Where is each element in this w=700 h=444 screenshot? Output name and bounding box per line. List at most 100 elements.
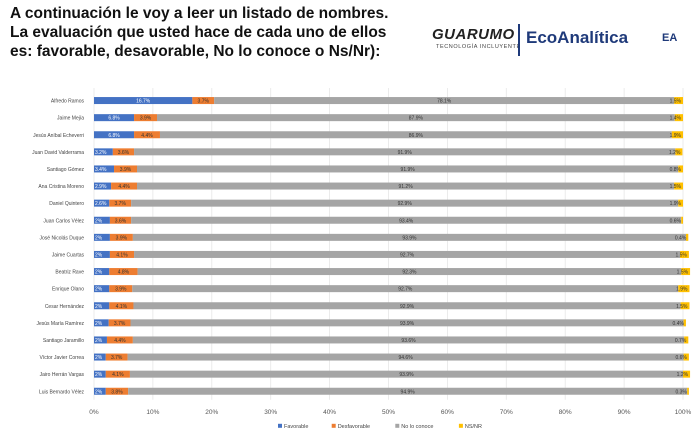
bar-segment	[94, 268, 110, 276]
bar-segment	[681, 216, 683, 224]
legend-label: No lo conoce	[401, 424, 433, 430]
bar-segment	[94, 233, 110, 241]
category-label: Ana Cristina Moreno	[38, 184, 84, 190]
bar-segment	[157, 114, 675, 122]
ecoanalitica-logo: EcoAnalítica	[526, 28, 629, 47]
data-label: 2%	[95, 372, 103, 378]
bar-segment	[683, 370, 691, 378]
data-label: 93.6%	[401, 338, 416, 344]
guarumo-logo: GUARUMO	[432, 26, 515, 43]
bar-segment	[94, 285, 110, 293]
data-label: 92.3%	[402, 270, 417, 276]
data-label: 3.7%	[198, 99, 210, 105]
bar-segment	[105, 353, 128, 361]
data-label: 3.9%	[140, 116, 152, 122]
bar-segment	[136, 165, 679, 173]
legend-swatch	[458, 423, 463, 428]
bar-segment	[159, 131, 672, 139]
bar-segment	[109, 250, 135, 258]
data-label: 93.9%	[400, 321, 415, 327]
bar-segment	[680, 250, 689, 258]
bar-segment	[127, 353, 684, 361]
ea-logo-mark: EA	[662, 32, 678, 44]
bar-segment	[214, 97, 675, 105]
bar-segment	[114, 165, 137, 173]
bar-segment	[132, 336, 685, 344]
data-label: 92.7%	[400, 252, 415, 258]
data-label: 94.6%	[398, 355, 413, 361]
bar-segment	[106, 336, 133, 344]
legend-label: NS/NR	[465, 424, 482, 430]
bar-segment	[674, 114, 683, 122]
legend-label: Desfavorable	[338, 424, 370, 430]
bar-segment	[109, 302, 134, 310]
data-label: 3.7%	[114, 321, 126, 327]
category-label: Alfredo Ramos	[51, 99, 85, 105]
data-label: 2%	[95, 355, 103, 361]
bar-segment	[108, 319, 131, 327]
data-label: 4.4%	[114, 338, 126, 344]
category-label: Jaime Cuartas	[52, 252, 85, 258]
category-label: Jaime Mejía	[57, 116, 84, 122]
x-tick-label: 20%	[205, 409, 218, 416]
data-label: 0.7%	[675, 338, 687, 344]
bar-segment	[94, 336, 107, 344]
bar-segment	[109, 285, 133, 293]
data-label: 1.5%	[670, 99, 682, 105]
data-label: 91.9%	[398, 150, 413, 156]
bar-segment	[94, 387, 106, 395]
bar-segment	[134, 250, 681, 258]
data-label: 0.3%	[675, 389, 687, 395]
bar-segment	[136, 182, 675, 190]
data-label: 1.4%	[670, 116, 682, 122]
bar-segment	[112, 148, 135, 156]
bar-segment	[674, 97, 683, 105]
bar-segment	[109, 268, 138, 276]
x-tick-label: 70%	[500, 409, 513, 416]
category-label: José Nicolás Duque	[40, 235, 85, 241]
category-label: Víctor Javier Correa	[40, 355, 85, 361]
data-label: 1.5%	[677, 270, 689, 276]
category-label: Santiago Gómez	[47, 167, 85, 173]
category-label: Jairo Herrán Vargas	[40, 372, 85, 378]
bar-segment	[128, 387, 688, 395]
chart-title: A continuación le voy a leer un listado …	[10, 4, 415, 61]
bar-segment	[683, 319, 686, 327]
bar-segment	[105, 387, 129, 395]
x-tick-label: 10%	[146, 409, 159, 416]
title-line-2: La evaluación que usted hace de cada uno…	[10, 24, 387, 41]
bar-segment	[94, 353, 106, 361]
bar-segment	[109, 216, 132, 224]
bar-segment	[192, 97, 215, 105]
title-line-3: es: favorable, desavorable, No lo conoce…	[10, 43, 381, 60]
data-label: 16.7%	[136, 99, 151, 105]
bar-segment	[131, 216, 682, 224]
bar-segment	[678, 199, 683, 207]
logos: GUARUMO TECNOLOGÍA INCLUYENTE EcoAnalíti…	[430, 22, 695, 62]
bar-segment	[671, 131, 683, 139]
x-tick-label: 50%	[382, 409, 395, 416]
legend-label: Favorable	[284, 424, 308, 430]
data-label: 1.5%	[676, 304, 688, 310]
bar-segment	[131, 199, 679, 207]
legend-swatch	[331, 423, 336, 428]
category-label: Enrique Olano	[52, 287, 84, 293]
data-label: 92.9%	[400, 304, 415, 310]
logo-divider	[518, 24, 520, 56]
bar-segment	[129, 370, 683, 378]
data-label: 78.1%	[437, 99, 452, 105]
bar-segment	[675, 148, 683, 156]
data-label: 3.4%	[95, 167, 107, 173]
data-label: 1.9%	[670, 133, 682, 139]
data-label: 4.1%	[116, 252, 128, 258]
data-label: 6.8%	[108, 116, 120, 122]
data-label: 3.9%	[116, 235, 128, 241]
x-tick-label: 90%	[618, 409, 631, 416]
bar-segment	[111, 182, 137, 190]
x-tick-label: 60%	[441, 409, 454, 416]
data-label: 3.7%	[115, 201, 127, 207]
bar-segment	[132, 233, 686, 241]
bar-segment	[134, 148, 676, 156]
data-label: 0.4%	[673, 321, 685, 327]
data-label: 94.9%	[401, 389, 416, 395]
